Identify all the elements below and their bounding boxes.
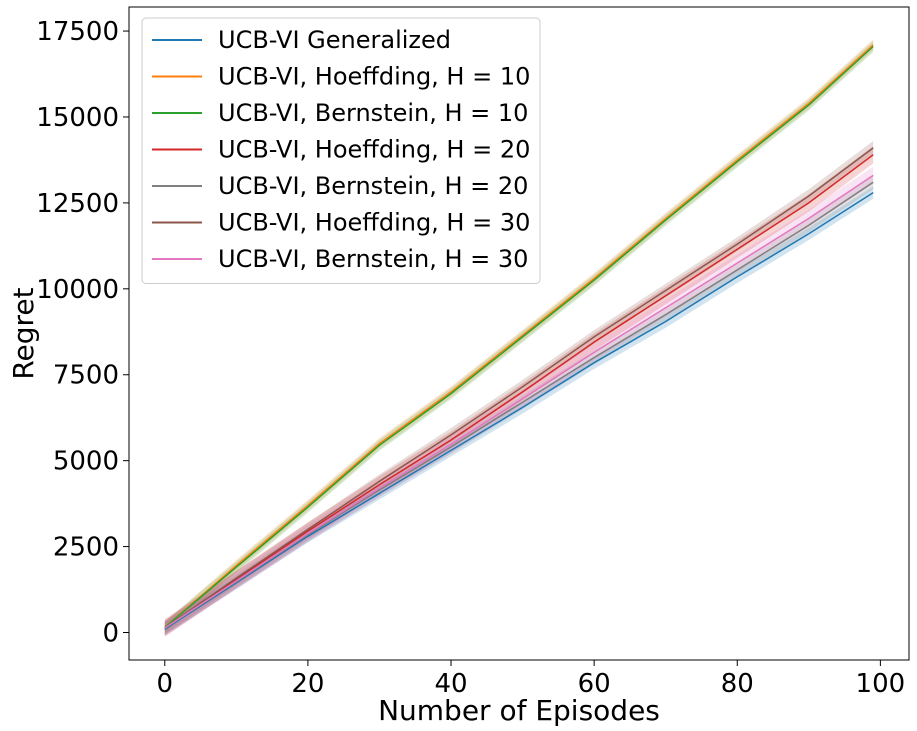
y-tick-label: 0 (102, 619, 119, 649)
legend-label-4: UCB-VI, Hoeffding, H = 20 (218, 136, 530, 164)
y-tick-label: 2500 (53, 533, 119, 563)
legend-label-3: UCB-VI, Bernstein, H = 10 (218, 99, 528, 127)
y-axis-ticks: 0 2500 5000 7500 10000 12500 15000 17500 (36, 17, 129, 649)
legend-label-1: UCB-VI Generalized (218, 26, 451, 54)
series-line-2 (164, 44, 874, 628)
confidence-band-3 (164, 41, 874, 633)
legend-label-2: UCB-VI, Hoeffding, H = 10 (218, 63, 530, 91)
series-line-1 (164, 191, 874, 630)
x-tick-label: 40 (434, 669, 467, 699)
confidence-band-2 (164, 39, 874, 633)
series-line-7 (164, 174, 874, 629)
x-axis-ticks: 0 20 40 60 80 100 (157, 660, 906, 699)
series-line-6 (164, 147, 874, 629)
series-line-4 (164, 154, 874, 629)
series-line-5 (164, 181, 874, 629)
legend-label-6: UCB-VI, Hoeffding, H = 30 (218, 209, 530, 237)
confidence-band-1 (164, 186, 874, 636)
x-tick-label: 0 (157, 669, 174, 699)
y-tick-label: 12500 (36, 189, 119, 219)
legend-box (141, 17, 541, 284)
x-tick-label: 20 (291, 669, 324, 699)
y-tick-label: 5000 (53, 447, 119, 477)
series-lines (164, 44, 874, 630)
legend: UCB-VI Generalized UCB-VI, Hoeffding, H =… (141, 17, 541, 284)
x-tick-label: 80 (721, 669, 754, 699)
y-tick-label: 7500 (53, 361, 119, 391)
legend-label-7: UCB-VI, Bernstein, H = 30 (218, 245, 528, 273)
y-tick-label: 17500 (36, 17, 119, 47)
plot-area-frame (128, 6, 910, 661)
y-axis-label: Regret (7, 287, 40, 379)
y-tick-label: 15000 (36, 103, 119, 133)
series-line-3 (164, 45, 874, 628)
x-axis-label: Number of Episodes (378, 694, 660, 727)
x-tick-label: 100 (856, 669, 906, 699)
x-tick-label: 60 (578, 669, 611, 699)
y-tick-label: 10000 (36, 275, 119, 305)
legend-label-5: UCB-VI, Bernstein, H = 20 (218, 172, 528, 200)
